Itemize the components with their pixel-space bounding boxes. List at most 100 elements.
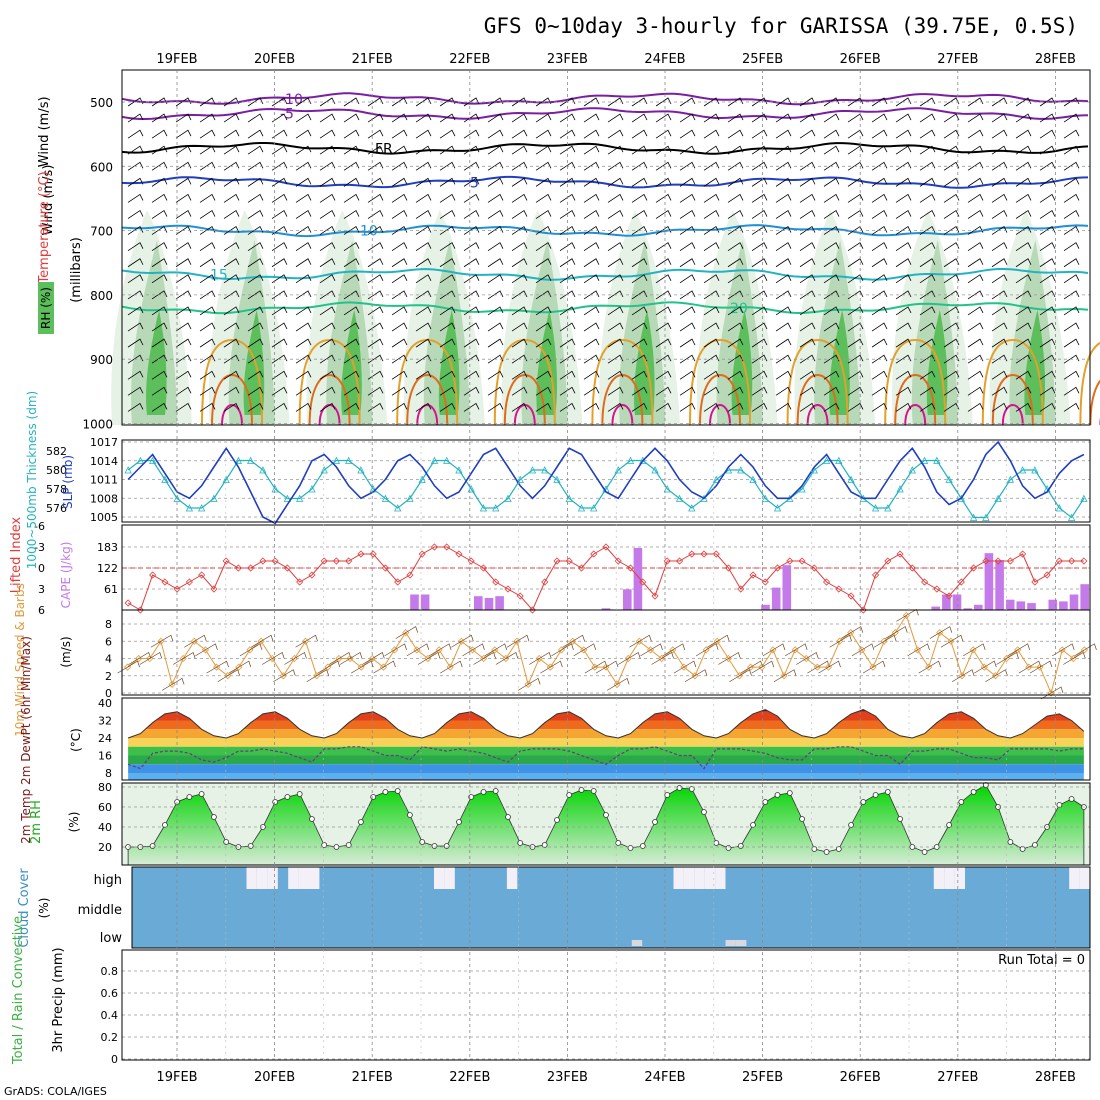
wind-barb bbox=[391, 402, 408, 412]
wind-barb bbox=[127, 338, 144, 348]
wind-barb bbox=[631, 386, 648, 396]
wind-barb bbox=[679, 258, 696, 268]
cape-tick-label: 61 bbox=[104, 583, 118, 596]
wind-barb bbox=[271, 193, 288, 203]
wind-barb bbox=[718, 651, 741, 665]
wind-barb bbox=[415, 274, 432, 284]
cloud-level-label: high bbox=[94, 873, 122, 888]
cape-bar bbox=[931, 606, 940, 610]
wind-barb bbox=[583, 129, 600, 139]
cape-bar bbox=[1048, 599, 1058, 610]
wind-barb bbox=[871, 274, 888, 284]
wind-barb bbox=[295, 242, 312, 252]
lifted-index-point bbox=[136, 606, 144, 614]
wind-barb bbox=[487, 193, 504, 203]
wind-tick-label: 4 bbox=[105, 653, 112, 666]
thickness-point bbox=[835, 456, 843, 464]
wind-barb bbox=[631, 258, 648, 268]
thickness-point bbox=[933, 456, 941, 464]
pressure-axis-label: (millibars) bbox=[69, 237, 84, 303]
wind-axis-label: Wind (m/s) bbox=[41, 165, 56, 236]
wind-barb bbox=[967, 177, 984, 187]
wind-barb bbox=[151, 209, 168, 219]
chart-title: GFS 0~10day 3-hourly for GARISSA (39.75E… bbox=[484, 14, 1078, 38]
wind-barb bbox=[1015, 258, 1032, 268]
rh-point bbox=[505, 814, 511, 820]
wind-barb bbox=[487, 242, 504, 252]
temperature-contour bbox=[796, 373, 839, 426]
rh-shade bbox=[243, 310, 265, 415]
wind-barb bbox=[175, 402, 192, 412]
wind-barb bbox=[439, 338, 456, 348]
wind-barb bbox=[439, 113, 456, 123]
wind-barb bbox=[871, 145, 888, 155]
rh-tick-label: 60 bbox=[98, 801, 112, 814]
wind-barb bbox=[727, 274, 744, 284]
wind-barb bbox=[127, 386, 144, 396]
rh-legend-box bbox=[38, 282, 54, 334]
wind-barb bbox=[607, 322, 624, 332]
wind-barb bbox=[703, 370, 720, 380]
date-label: 23FEB bbox=[547, 1070, 588, 1085]
lifted-index-point bbox=[418, 550, 426, 558]
date-label: 25FEB bbox=[742, 1070, 783, 1085]
wind-barb bbox=[439, 322, 456, 332]
wind-barb bbox=[967, 113, 984, 123]
wind-barb bbox=[415, 129, 432, 139]
wind-barb bbox=[1039, 322, 1056, 332]
wind-barb bbox=[991, 242, 1008, 252]
wind-barb bbox=[223, 322, 240, 332]
temperature-contour bbox=[211, 373, 253, 426]
wind-barb bbox=[199, 338, 216, 348]
wind-barb bbox=[151, 242, 168, 252]
rh-axis-label: RH (%) bbox=[39, 287, 53, 329]
wind-barb bbox=[517, 677, 541, 691]
wind-barb bbox=[991, 129, 1008, 139]
wind-barb bbox=[703, 193, 720, 203]
wind-barb bbox=[823, 402, 840, 412]
wind-barb bbox=[199, 242, 216, 252]
rh-shade bbox=[536, 310, 558, 415]
lifted-index-point bbox=[443, 543, 451, 551]
contour-label: 20 bbox=[730, 301, 748, 317]
lifted-index-point bbox=[847, 592, 855, 600]
lifted-index-point bbox=[516, 592, 524, 600]
wind-barb bbox=[847, 209, 864, 219]
temperature-contour bbox=[601, 373, 644, 426]
wind-barb bbox=[655, 258, 672, 268]
lifted-index-point bbox=[345, 557, 353, 565]
wind-barb bbox=[271, 386, 288, 396]
wind-barb bbox=[223, 274, 240, 284]
wind-barb bbox=[618, 651, 641, 665]
wind-barb bbox=[943, 338, 960, 348]
wind-barb bbox=[451, 634, 474, 648]
wind-barb bbox=[247, 338, 264, 348]
wind-barb bbox=[679, 145, 696, 155]
date-label: 27FEB bbox=[937, 1070, 978, 1085]
cape-bar bbox=[474, 596, 483, 610]
thickness-point bbox=[982, 513, 990, 521]
wind-barb bbox=[967, 145, 984, 155]
date-label: 24FEB bbox=[644, 1070, 685, 1085]
wind-barb bbox=[775, 274, 792, 284]
wind-barb bbox=[463, 306, 480, 316]
wind-barb bbox=[631, 322, 648, 332]
wind-barb bbox=[1015, 209, 1032, 219]
lifted-index-point bbox=[933, 585, 941, 593]
thickness-point bbox=[136, 456, 145, 464]
wind-barb bbox=[631, 209, 648, 219]
wind-barb bbox=[535, 242, 552, 252]
clear-high-segment bbox=[434, 867, 445, 889]
rh-shade bbox=[926, 310, 948, 415]
pressure-tick-label: 900 bbox=[90, 353, 113, 367]
wind-barb bbox=[943, 370, 960, 380]
cape-bar bbox=[633, 548, 643, 610]
wind-barb bbox=[319, 113, 336, 123]
lifted-index-point bbox=[1055, 557, 1063, 565]
wind-barb bbox=[762, 643, 786, 657]
lifted-index-point bbox=[467, 557, 475, 565]
wind-barb bbox=[751, 177, 768, 187]
cape-tick-label: 183 bbox=[97, 541, 118, 554]
thickness-point bbox=[492, 504, 500, 512]
wind-barb bbox=[679, 338, 696, 348]
